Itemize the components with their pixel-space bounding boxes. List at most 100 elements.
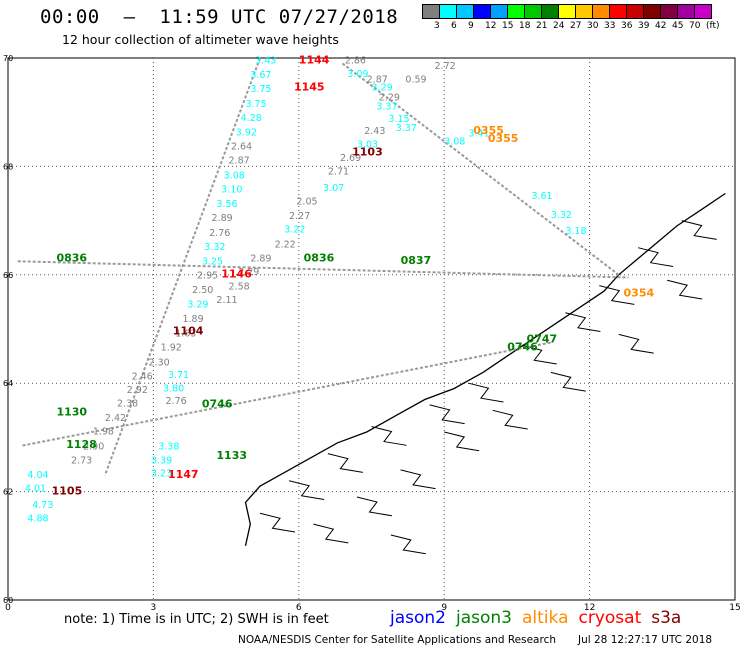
- wave-height-value: 3.32: [551, 210, 572, 221]
- x-tick-label: 6: [296, 603, 302, 613]
- wave-height-value: 2.58: [229, 281, 250, 292]
- wave-height-value: 3.75: [250, 84, 271, 95]
- wave-height-value: 2.29: [379, 92, 400, 103]
- pass-time-label: 0836: [56, 251, 87, 264]
- wave-height-value: 2.11: [216, 295, 237, 306]
- wave-height-value: 3.80: [163, 383, 184, 394]
- wave-height-value: 2.46: [132, 371, 153, 382]
- wave-height-value: 2.89: [250, 253, 271, 264]
- wave-height-value: 3.09: [347, 69, 368, 80]
- pass-time-label: 0355: [488, 132, 519, 145]
- coastline-fjord: [618, 333, 654, 354]
- legend-labels: 3 6 9 12 15 18 21 24 27 30 33 36 39 42 45 70 (ft): [422, 21, 740, 33]
- wave-height-value: 4.73: [32, 500, 53, 511]
- wave-height-value: 3.08: [444, 137, 465, 148]
- wave-height-value: 3.07: [323, 183, 344, 194]
- legend-label: 45: [672, 21, 684, 31]
- pass-time-label: 0355: [473, 124, 504, 137]
- credit-line: NOAA/NESDIS Center for Satellite Applica…: [238, 634, 556, 646]
- wave-height-value: 3.03: [357, 139, 378, 150]
- legend-label: 30: [587, 21, 599, 31]
- wave-height-value: 1.98: [93, 427, 114, 438]
- legend-label: 18: [519, 21, 531, 31]
- legend-label: 6: [451, 21, 457, 31]
- wave-height-value: 3.67: [250, 70, 271, 81]
- coastline-fjord: [599, 285, 635, 305]
- wave-height-value: 2.71: [328, 167, 349, 178]
- wave-height-value: 1.89: [182, 314, 203, 325]
- legend-label: 42: [655, 21, 667, 31]
- legend-color-box: [609, 4, 627, 19]
- pass-time-label: 1147: [168, 468, 199, 481]
- color-legend: 3 6 9 12 15 18 21 24 27 30 33 36 39 42 45 70 (ft): [422, 4, 740, 33]
- wave-height-value: 2.30: [149, 357, 170, 368]
- wave-height-value: 1.92: [161, 343, 182, 354]
- wave-height-value: 3.37: [396, 123, 417, 134]
- legend-color-box: [524, 4, 542, 19]
- coastline-fjord: [313, 523, 349, 544]
- wave-height-value: 0.59: [405, 74, 426, 85]
- legend-color-box: [677, 4, 695, 19]
- legend-color-box: [456, 4, 474, 19]
- legend-label: 70: [689, 21, 701, 31]
- pass-time-label: 0837: [401, 254, 432, 267]
- y-tick-label: 60: [3, 596, 13, 605]
- wave-height-value: 2.89: [212, 213, 233, 224]
- pass-time-label: 1146: [221, 268, 252, 281]
- satellite-legend: jason2 jason3 altika cryosat s3a: [390, 608, 691, 628]
- legend-color-box: [507, 4, 525, 19]
- coastline-fjord: [468, 382, 504, 403]
- legend-label: 36: [621, 21, 633, 31]
- legend-label: 33: [604, 21, 616, 31]
- satellite-legend-item: jason2: [390, 608, 446, 628]
- satellite-legend-item: altika: [522, 608, 569, 628]
- legend-label: 27: [570, 21, 582, 31]
- wave-height-value: 2.87: [367, 74, 388, 85]
- y-tick-label: 66: [3, 271, 13, 280]
- wave-height-value: 3.39: [151, 455, 172, 466]
- coastline-fjord: [492, 409, 528, 430]
- pass-time-label: 1130: [56, 406, 87, 419]
- wave-height-value: 4.01: [25, 484, 46, 495]
- x-tick-label: 0: [5, 603, 11, 613]
- wave-height-value: 3.75: [245, 99, 266, 110]
- pass-time-label: 1144: [299, 53, 330, 66]
- wave-height-value: 2.05: [296, 196, 317, 207]
- wave-height-value: 3.92: [236, 128, 257, 139]
- coastline-fjord: [550, 371, 586, 392]
- wave-height-value: 2.92: [127, 385, 148, 396]
- wave-height-value: 3.29: [372, 83, 393, 94]
- satellite-legend-item: s3a: [651, 608, 682, 628]
- wave-height-value: 2.29: [238, 267, 259, 278]
- y-tick-label: 70: [3, 54, 13, 63]
- coastline-fjord: [327, 453, 363, 473]
- legend-label: 9: [468, 21, 474, 31]
- pass-time-label: 0354: [624, 286, 655, 299]
- map-frame: [7, 57, 736, 601]
- wave-height-value: 2.69: [340, 153, 361, 164]
- legend-color-box: [626, 4, 644, 19]
- coastline: [244, 192, 726, 555]
- wave-height-value: 2.73: [71, 455, 92, 466]
- track-descending-west: [103, 57, 261, 476]
- satellite-legend-item: jason3: [456, 608, 512, 628]
- coastline-main: [244, 192, 726, 546]
- wave-height-value: 4.04: [27, 470, 48, 481]
- wave-height-value: 4.28: [241, 113, 262, 124]
- wave-height-value: 3.15: [388, 114, 409, 125]
- wave-height-value: 3.71: [168, 370, 189, 381]
- wave-height-value: 2.76: [166, 396, 187, 407]
- coastline-fjord: [356, 496, 393, 517]
- y-tick-label: 62: [3, 488, 13, 497]
- legend-color-boxes: [422, 4, 740, 19]
- pass-time-label: 0747: [527, 333, 558, 346]
- x-tick-label: 3: [151, 603, 157, 613]
- x-tick-label: 12: [584, 603, 595, 613]
- wave-height-value: 3.23: [151, 468, 172, 479]
- legend-color-box: [575, 4, 593, 19]
- pass-time-label: 1145: [294, 81, 325, 94]
- y-tick-label: 64: [3, 379, 13, 388]
- wave-height-value: 3.43: [255, 55, 276, 66]
- wave-height-value: 2.87: [229, 156, 250, 167]
